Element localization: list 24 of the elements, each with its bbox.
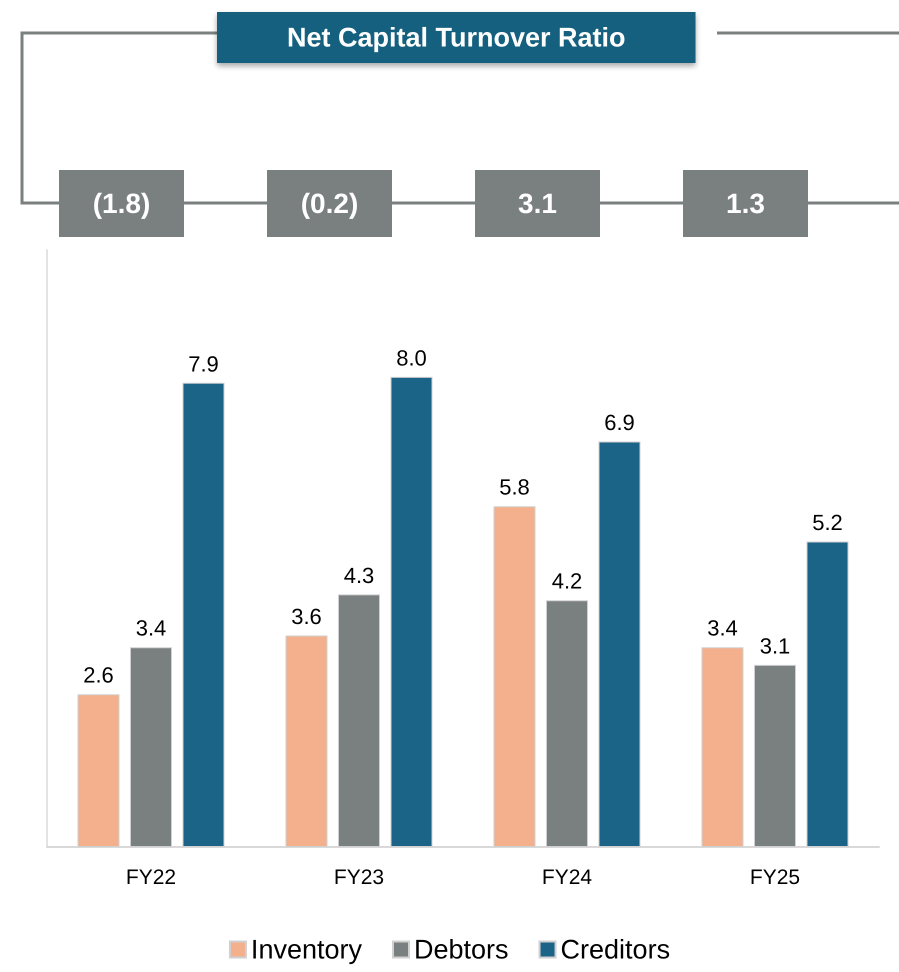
data-label: 3.4 — [136, 616, 166, 641]
data-label: 7.9 — [188, 351, 219, 376]
data-label: 5.2 — [812, 510, 843, 535]
legend-label: Creditors — [560, 934, 670, 964]
text: (1.8) — [59, 170, 184, 237]
text: 1.3 — [683, 170, 808, 237]
data-label: 4.2 — [552, 568, 582, 594]
x-tick-label: FY25 — [750, 866, 800, 889]
data-label: 2.6 — [83, 662, 114, 688]
x-tick-label: FY22 — [126, 866, 176, 889]
x-tick-label: FY24 — [542, 866, 592, 889]
data-label: 3.4 — [707, 616, 738, 641]
data-label: 4.3 — [344, 562, 374, 588]
legend-label: Inventory — [250, 934, 362, 964]
text: 3.1 — [475, 170, 600, 237]
x-tick-label: FY23 — [334, 866, 384, 889]
data-label: 3.1 — [760, 633, 790, 658]
data-label: 3.6 — [291, 604, 322, 629]
data-label: 8.0 — [396, 345, 427, 370]
text: (0.2) — [267, 170, 392, 237]
data-label: 6.9 — [604, 410, 635, 436]
data-label: 5.8 — [499, 474, 530, 500]
chart-title: Net Capital Turnover Ratio — [287, 22, 626, 52]
legend-label: Debtors — [414, 934, 509, 964]
